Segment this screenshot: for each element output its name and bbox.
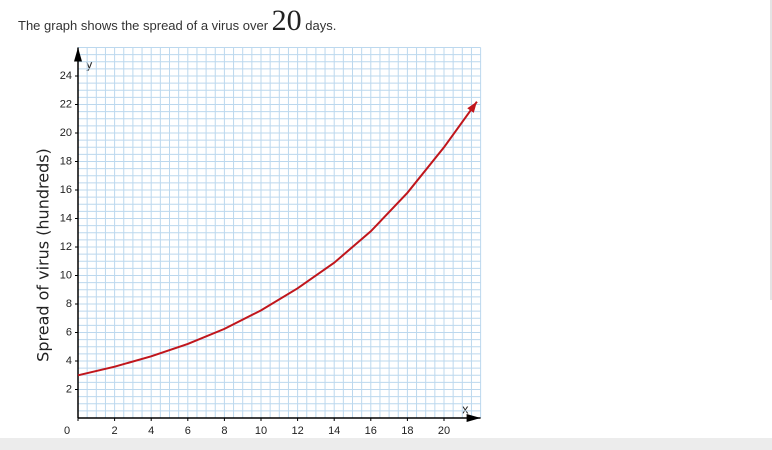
y-tick-label: 8 (66, 298, 72, 310)
x-tick-label: 14 (328, 425, 340, 437)
x-tick-label: 10 (255, 425, 267, 437)
x-tick-label: 4 (148, 425, 154, 437)
prompt-text: The graph shows the spread of a virus ov… (18, 18, 269, 33)
y-tick-label: 12 (60, 241, 72, 253)
x-tick-label: 18 (401, 425, 413, 437)
y-axis-title: Spread of virus (hundreds) (34, 148, 53, 362)
prompt-number: 20 (271, 4, 302, 37)
line-arrow (467, 101, 477, 113)
y-tick-label: 10 (60, 269, 72, 281)
axis-arrow (74, 47, 82, 62)
axis-arrow (466, 413, 481, 423)
y-tick-label: 20 (60, 127, 72, 139)
y-axis-label: y (86, 56, 93, 71)
footer-bar (0, 438, 772, 450)
y-tick-label: 2 (66, 383, 72, 395)
x-tick-label: 16 (365, 425, 377, 437)
x-tick-label: 6 (185, 425, 191, 437)
prompt: The graph shows the spread of a virus ov… (18, 4, 336, 38)
data-line (77, 101, 478, 377)
y-tick-label: 24 (60, 70, 72, 82)
x-tick-label: 8 (221, 425, 227, 437)
x-tick-label: 0 (64, 425, 70, 437)
y-tick-label: 18 (60, 155, 72, 167)
y-tick-label: 16 (60, 184, 72, 196)
y-tick-label: 6 (66, 326, 72, 338)
x-axis-label: x (462, 401, 469, 416)
x-tick-label: 20 (438, 425, 450, 437)
x-tick-label: 2 (112, 425, 118, 437)
panel-border (770, 0, 772, 300)
y-tick-label: 4 (66, 355, 72, 367)
y-tick-label: 14 (60, 212, 72, 224)
x-tick-label: 12 (291, 425, 303, 437)
y-tick-label: 22 (60, 98, 72, 110)
prompt-text: days. (305, 18, 337, 33)
